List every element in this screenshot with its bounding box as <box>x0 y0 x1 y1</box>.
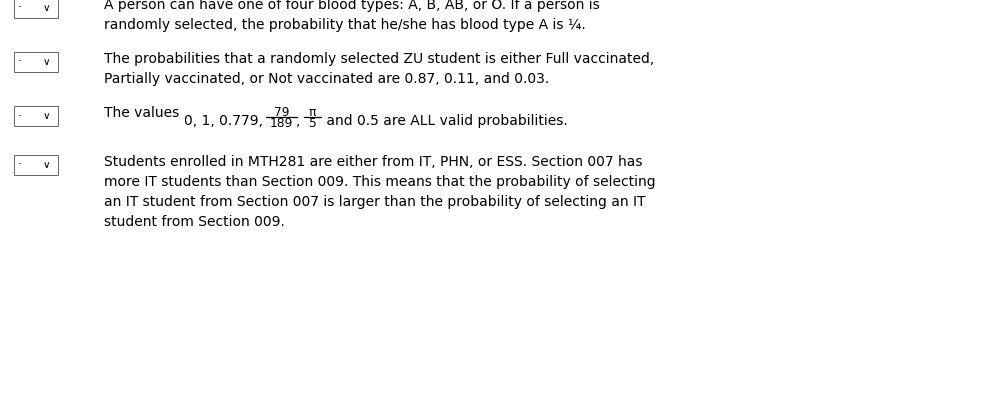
Text: ,: , <box>296 114 300 128</box>
Text: 79: 79 <box>274 106 289 119</box>
Text: The values: The values <box>104 106 184 120</box>
Text: ∨: ∨ <box>43 3 51 13</box>
Text: ∨: ∨ <box>43 111 51 121</box>
Text: ·: · <box>18 56 22 68</box>
Text: ∨: ∨ <box>43 160 51 170</box>
Text: 5: 5 <box>309 117 317 130</box>
Text: A person can have one of four blood types: A, B, AB, or O. If a person is: A person can have one of four blood type… <box>104 0 600 12</box>
Text: randomly selected, the probability that he/she has blood type A is ¼.: randomly selected, the probability that … <box>104 18 585 32</box>
Bar <box>14 0 58 18</box>
Text: ·: · <box>18 1 22 14</box>
Text: π: π <box>309 106 316 119</box>
Text: Students enrolled in MTH281 are either from IT, PHN, or ESS. Section 007 has: Students enrolled in MTH281 are either f… <box>104 155 643 169</box>
Text: more IT students than Section 009. This means that the probability of selecting: more IT students than Section 009. This … <box>104 175 655 189</box>
Text: student from Section 009.: student from Section 009. <box>104 215 285 229</box>
Bar <box>14 106 58 126</box>
Text: ∨: ∨ <box>43 57 51 67</box>
Text: 0, 1, 0.779,: 0, 1, 0.779, <box>184 114 263 128</box>
Text: ·: · <box>18 158 22 171</box>
Text: an IT student from Section 007 is larger than the probability of selecting an IT: an IT student from Section 007 is larger… <box>104 195 646 209</box>
Text: and 0.5 are ALL valid probabilities.: and 0.5 are ALL valid probabilities. <box>322 114 568 128</box>
Text: The probabilities that a randomly selected ZU student is either Full vaccinated,: The probabilities that a randomly select… <box>104 52 654 66</box>
Text: 189: 189 <box>270 117 293 130</box>
Bar <box>14 155 58 175</box>
Text: Partially vaccinated, or Not vaccinated are 0.87, 0.11, and 0.03.: Partially vaccinated, or Not vaccinated … <box>104 73 549 87</box>
Bar <box>14 52 58 72</box>
Text: ·: · <box>18 110 22 123</box>
